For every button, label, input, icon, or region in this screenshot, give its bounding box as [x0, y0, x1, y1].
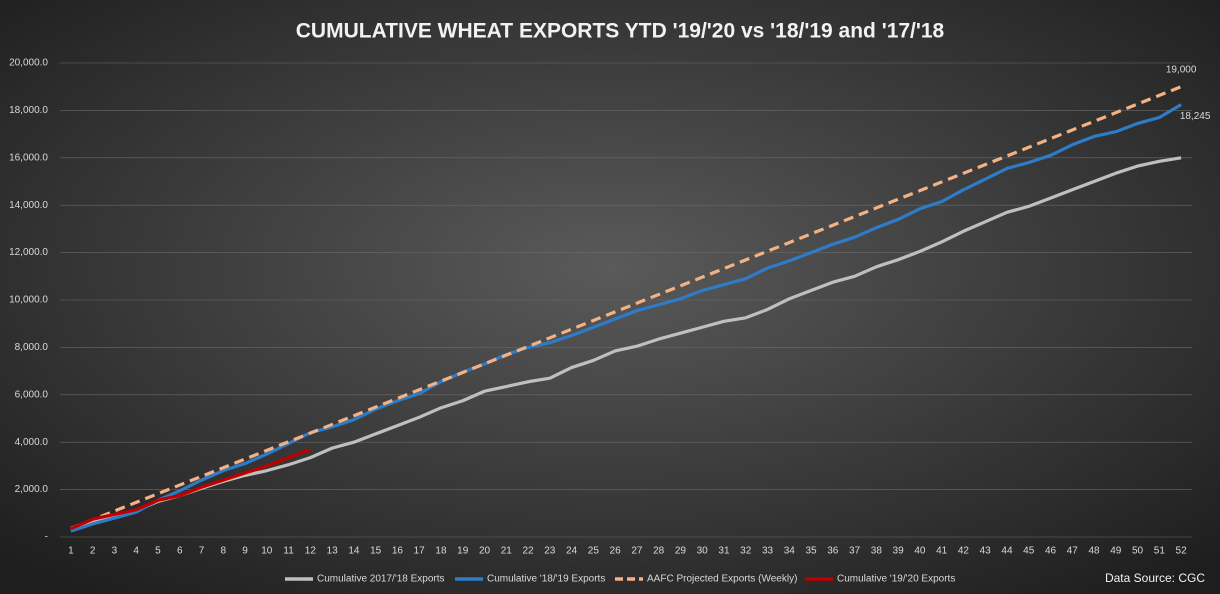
x-tick-label: 44 [1001, 546, 1013, 557]
x-tick-label: 3 [112, 546, 118, 557]
x-tick-label: 17 [414, 546, 426, 557]
x-tick-label: 4 [133, 546, 139, 557]
x-tick-label: 16 [392, 546, 404, 557]
x-tick-label: 7 [199, 546, 205, 557]
x-tick-label: 34 [784, 546, 796, 557]
x-tick-label: 28 [653, 546, 665, 557]
chart-title: CUMULATIVE WHEAT EXPORTS YTD '19/'20 vs … [296, 20, 945, 43]
x-tick-label: 47 [1067, 546, 1079, 557]
y-tick-label: 18,000.0 [9, 105, 48, 116]
plot: 18,245 19,000 [70, 64, 1211, 533]
x-tick-label: 49 [1110, 546, 1122, 557]
legend-label: Cumulative '19/'20 Exports [837, 574, 955, 585]
x-tick-label: 51 [1154, 546, 1166, 557]
x-tick-label: 40 [914, 546, 926, 557]
x-tick-label: 52 [1176, 546, 1188, 557]
x-tick-label: 27 [631, 546, 643, 557]
y-tick-label: 6,000.0 [15, 389, 49, 400]
x-tick-label: 50 [1132, 546, 1144, 557]
y-tick-label: 16,000.0 [9, 152, 48, 163]
y-tick-label: 10,000.0 [9, 295, 48, 306]
grid: - 2,000.0 4,000.0 6,000.0 8,000.0 10,000.0 12,… [9, 58, 1192, 557]
x-tick-label: 14 [348, 546, 360, 557]
x-tick-label: 31 [718, 546, 730, 557]
legend-label: AAFC Projected Exports (Weekly) [647, 574, 797, 585]
source-note: Data Source: CGC [1105, 571, 1205, 585]
x-tick-label: 6 [177, 546, 183, 557]
y-tick-label: 8,000.0 [15, 342, 49, 353]
y-tick-label: 2,000.0 [15, 484, 49, 495]
x-tick-label: 23 [544, 546, 556, 557]
legend-label: Cumulative 2017/'18 Exports [317, 574, 445, 585]
x-tick-label: 42 [958, 546, 970, 557]
x-tick-label: 24 [566, 546, 578, 557]
x-tick-label: 38 [871, 546, 883, 557]
x-tick-label: 30 [697, 546, 709, 557]
data-label: 19,000 [1166, 64, 1197, 75]
x-tick-label: 41 [936, 546, 948, 557]
x-tick-label: 20 [479, 546, 491, 557]
x-tick-label: 25 [588, 546, 600, 557]
y-tick-label: - [45, 532, 48, 543]
y-tick-label: 4,000.0 [15, 437, 49, 448]
legend: Cumulative 2017/'18 Exports Cumulative '1… [285, 574, 955, 585]
x-tick-label: 9 [242, 546, 248, 557]
x-tick-label: 8 [220, 546, 226, 557]
x-tick-label: 11 [283, 546, 294, 557]
x-tick-label: 36 [827, 546, 839, 557]
y-tick-label: 14,000.0 [9, 200, 48, 211]
series-line [70, 103, 1182, 533]
x-tick-label: 45 [1023, 546, 1035, 557]
x-tick-label: 10 [261, 546, 273, 557]
data-label: 18,245 [1180, 111, 1211, 122]
x-tick-label: 18 [435, 546, 447, 557]
y-tick-label: 20,000.0 [9, 58, 48, 69]
x-tick-label: 1 [68, 546, 74, 557]
x-tick-label: 35 [805, 546, 817, 557]
x-tick-label: 48 [1088, 546, 1100, 557]
x-tick-label: 15 [370, 546, 382, 557]
x-tick-label: 39 [893, 546, 905, 557]
x-tick-label: 13 [327, 546, 339, 557]
series-line [70, 447, 311, 531]
x-tick-label: 21 [501, 546, 513, 557]
x-tick-label: 2 [90, 546, 96, 557]
y-tick-label: 12,000.0 [9, 247, 48, 258]
x-tick-label: 46 [1045, 546, 1057, 557]
x-tick-label: 26 [610, 546, 622, 557]
x-tick-label: 12 [305, 546, 317, 557]
x-tick-label: 43 [980, 546, 992, 557]
series-line [70, 85, 1182, 530]
series-line [70, 156, 1182, 531]
x-tick-label: 29 [675, 546, 687, 557]
x-tick-label: 33 [762, 546, 774, 557]
x-tick-label: 32 [740, 546, 752, 557]
x-tick-label: 37 [849, 546, 861, 557]
x-tick-label: 19 [457, 546, 469, 557]
legend-label: Cumulative '18/'19 Exports [487, 574, 605, 585]
x-tick-label: 22 [522, 546, 534, 557]
x-tick-label: 5 [155, 546, 161, 557]
